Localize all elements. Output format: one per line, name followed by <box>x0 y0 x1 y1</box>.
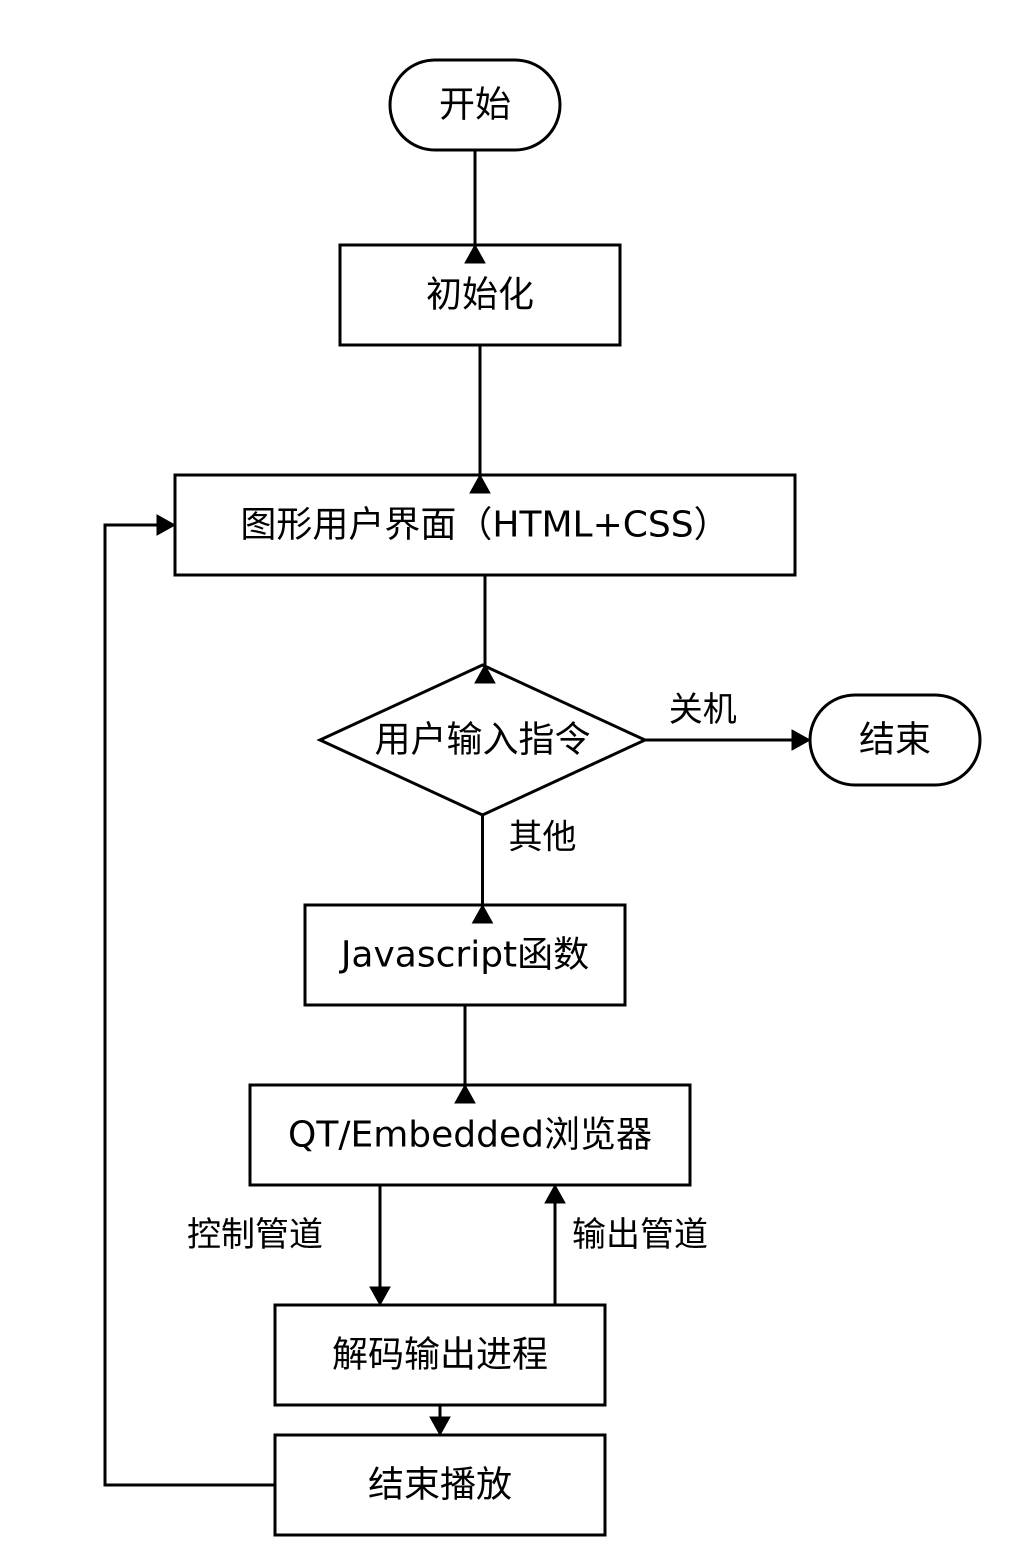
edge-label-decide-end: 关机 <box>669 690 737 730</box>
node-start: 开始 <box>390 60 560 150</box>
flowchart: 开始初始化图形用户界面（HTML+CSS） 用户输入指令 结束 Javascript函… <box>0 0 1010 1543</box>
node-decide: 用户输入指令 <box>320 665 645 815</box>
node-gui-label: 图形用户界面（HTML+CSS） <box>240 505 729 546</box>
node-init-label: 初始化 <box>426 275 534 316</box>
node-finish: 结束播放 <box>275 1435 605 1535</box>
node-browser-label: QT/Embedded浏览器 <box>288 1115 652 1156</box>
node-decode: 解码输出进程 <box>275 1305 605 1405</box>
edge-label-browser-decode: 控制管道 <box>187 1215 323 1255</box>
node-decode-label: 解码输出进程 <box>332 1335 548 1376</box>
node-end: 结束 <box>810 695 980 785</box>
node-start-label: 开始 <box>439 85 511 126</box>
node-js: Javascript函数 <box>305 905 625 1005</box>
node-end-label: 结束 <box>859 720 931 761</box>
node-js-label: Javascript函数 <box>339 935 589 976</box>
edge-label-decide-js: 其他 <box>509 818 577 858</box>
node-finish-label: 结束播放 <box>368 1465 512 1506</box>
node-decide-label: 用户输入指令 <box>374 720 590 761</box>
edge-label-decode-browser: 输出管道 <box>572 1215 708 1255</box>
